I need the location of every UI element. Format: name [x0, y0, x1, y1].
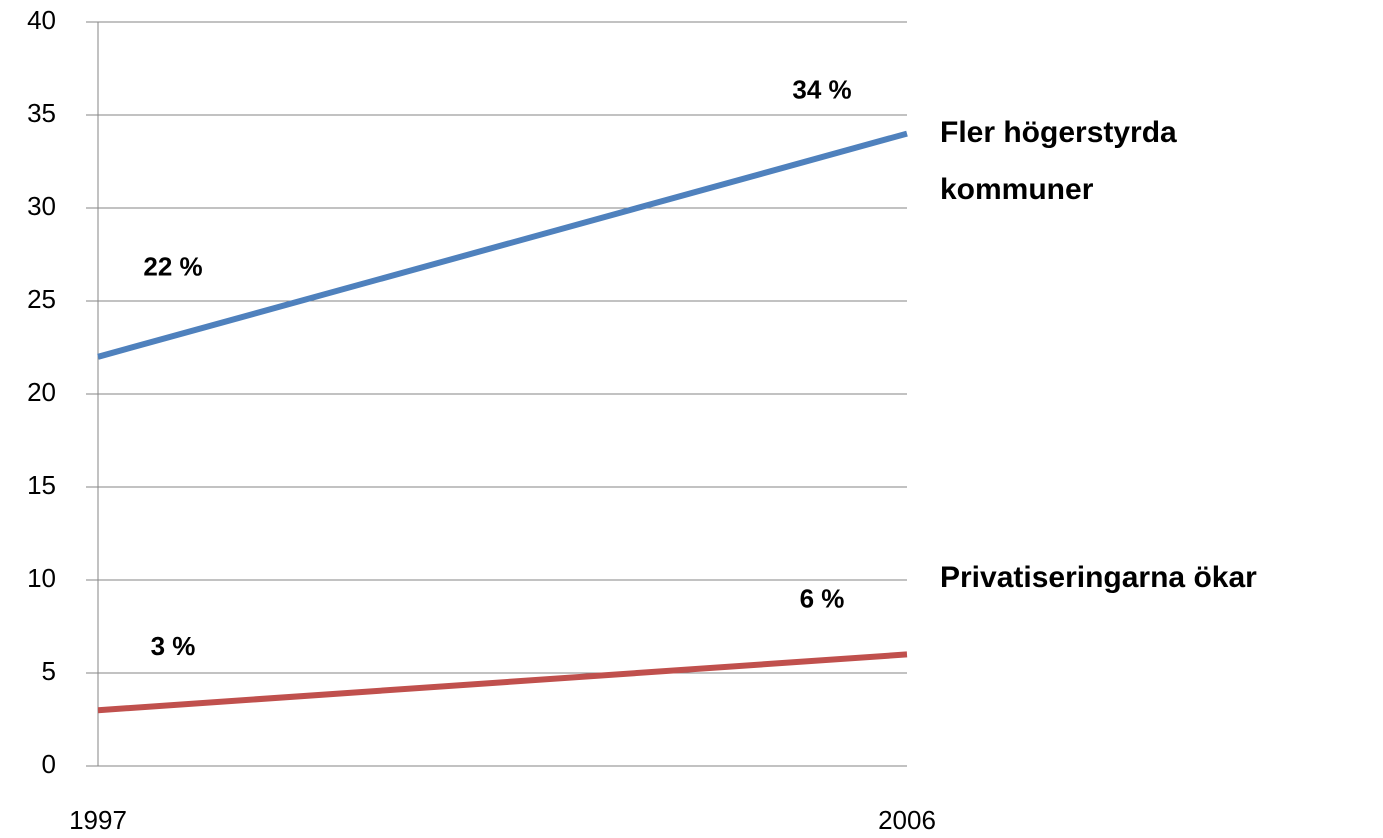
value-label: 6 %	[800, 583, 845, 613]
y-tick-label: 20	[27, 377, 56, 407]
x-tick-label: 2006	[878, 805, 936, 835]
series-label-box: Fler högerstyrda kommuner	[940, 115, 1177, 206]
y-tick-label: 25	[27, 284, 56, 314]
value-label: 34 %	[792, 74, 851, 104]
value-label: 3 %	[151, 631, 196, 661]
y-tick-label: 5	[42, 656, 56, 686]
series-label-box: Privatiseringarna ökar	[940, 561, 1257, 595]
series-line	[97, 130, 908, 360]
y-tick-label: 0	[42, 749, 56, 779]
y-tick-label: 15	[27, 470, 56, 500]
series-label: Fler högerstyrda kommuner	[940, 115, 1177, 206]
series-label: Privatiseringarna ökar	[940, 561, 1257, 595]
y-tick-label: 30	[27, 191, 56, 221]
y-tick-label: 40	[27, 5, 56, 35]
x-tick-label: 1997	[69, 805, 127, 835]
value-label: 22 %	[143, 252, 202, 282]
y-tick-label: 35	[27, 98, 56, 128]
series-line	[97, 651, 908, 714]
y-tick-label: 10	[27, 563, 56, 593]
